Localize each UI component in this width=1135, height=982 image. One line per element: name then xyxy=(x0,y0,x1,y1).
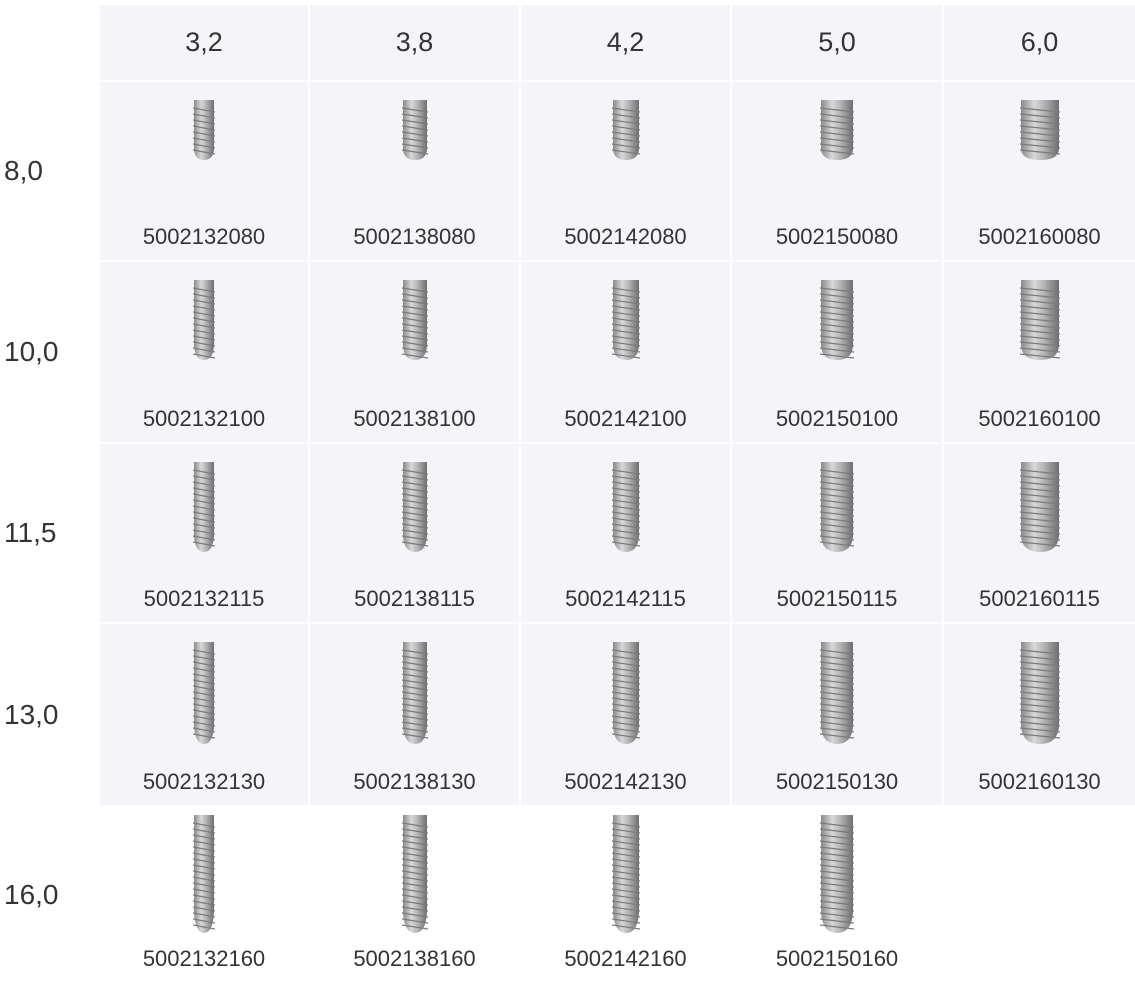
product-code: 5002150160 xyxy=(775,946,899,971)
implant-image xyxy=(1019,100,1060,160)
product-cell: 5002138080 xyxy=(310,82,519,260)
product-cell: 5002138115 xyxy=(310,444,519,622)
implant-image xyxy=(611,100,640,160)
implant-image xyxy=(401,642,428,744)
column-header: 3,8 xyxy=(310,5,519,80)
product-code: 5002138115 xyxy=(354,586,475,611)
product-cell: 5002150100 xyxy=(732,262,942,442)
product-code: 5002142130 xyxy=(564,769,687,794)
column-header: 3,2 xyxy=(100,5,308,80)
product-code: 5002132130 xyxy=(142,769,266,794)
implant-image xyxy=(1019,280,1060,360)
product-cell: 5002150115 xyxy=(732,444,942,622)
implant-image xyxy=(1019,462,1060,552)
product-code: 5002142160 xyxy=(564,946,687,971)
product-code: 5002132160 xyxy=(142,946,266,971)
product-code: 5002142115 xyxy=(565,586,686,611)
row-label: 8,0 xyxy=(4,155,43,186)
implant-image xyxy=(820,280,854,360)
product-code: 5002132100 xyxy=(142,406,266,431)
product-code: 5002150130 xyxy=(775,769,899,794)
product-code: 5002132080 xyxy=(142,224,266,249)
product-code: 5002138130 xyxy=(353,769,476,794)
product-cell: 5002132080 xyxy=(100,82,308,260)
product-cell: 5002142080 xyxy=(521,82,730,260)
product-code: 5002150080 xyxy=(775,224,899,249)
product-cell: 5002160130 xyxy=(944,624,1135,805)
row-label: 13,0 xyxy=(4,698,59,730)
product-code: 5002160115 xyxy=(979,586,1100,611)
implant-image xyxy=(401,815,428,933)
product-cell: 5002138130 xyxy=(310,624,519,805)
implant-image xyxy=(193,280,215,360)
implant-image xyxy=(193,642,215,744)
product-cell: 5002160080 xyxy=(944,82,1135,260)
product-cell: 5002142160 xyxy=(521,807,730,982)
product-cell: 5002132160 xyxy=(100,807,308,982)
product-cell: 5002142130 xyxy=(521,624,730,805)
implant-image xyxy=(820,642,854,744)
product-code: 5002138080 xyxy=(353,224,476,249)
row-label: 11,5 xyxy=(4,517,57,548)
implant-image xyxy=(820,815,854,933)
implant-image xyxy=(401,100,428,160)
column-header: 5,0 xyxy=(732,5,942,80)
implant-image xyxy=(611,815,640,933)
implant-image xyxy=(611,462,640,552)
column-header: 4,2 xyxy=(521,5,730,80)
product-code: 5002138100 xyxy=(353,406,476,431)
product-code: 5002142100 xyxy=(564,406,687,431)
product-cell: 5002150160 xyxy=(732,807,942,982)
product-cell: 5002132100 xyxy=(100,262,308,442)
implant-image xyxy=(193,100,215,160)
product-code: 5002150100 xyxy=(775,406,899,431)
product-cell: 5002150080 xyxy=(732,82,942,260)
product-code: 5002132115 xyxy=(143,586,265,611)
product-code: 5002138160 xyxy=(353,946,476,971)
implant-image xyxy=(1019,642,1060,744)
product-code: 5002150115 xyxy=(776,586,898,611)
implant-image xyxy=(820,100,854,160)
implant-image xyxy=(193,815,215,933)
column-header: 6,0 xyxy=(944,5,1135,80)
product-cell: 5002160115 xyxy=(944,444,1135,622)
product-code: 5002160080 xyxy=(978,224,1101,249)
implant-image xyxy=(611,642,640,744)
product-cell: 5002160100 xyxy=(944,262,1135,442)
product-cell: 5002150130 xyxy=(732,624,942,805)
product-cell: 5002138100 xyxy=(310,262,519,442)
row-label: 16,0 xyxy=(4,878,59,910)
implant-image xyxy=(193,462,215,552)
product-cell xyxy=(944,807,1135,982)
row-label: 10,0 xyxy=(4,336,59,367)
implant-image xyxy=(611,280,640,360)
implant-image xyxy=(820,462,854,552)
product-code: 5002160130 xyxy=(978,769,1101,794)
product-cell: 5002142100 xyxy=(521,262,730,442)
corner-cell xyxy=(0,5,98,80)
product-cell: 5002138160 xyxy=(310,807,519,982)
implant-image xyxy=(401,280,428,360)
implant-image xyxy=(401,462,428,552)
product-code: 5002142080 xyxy=(564,224,687,249)
product-cell: 5002142115 xyxy=(521,444,730,622)
product-code: 5002160100 xyxy=(978,406,1101,431)
product-cell: 5002132130 xyxy=(100,624,308,805)
product-cell: 5002132115 xyxy=(100,444,308,622)
